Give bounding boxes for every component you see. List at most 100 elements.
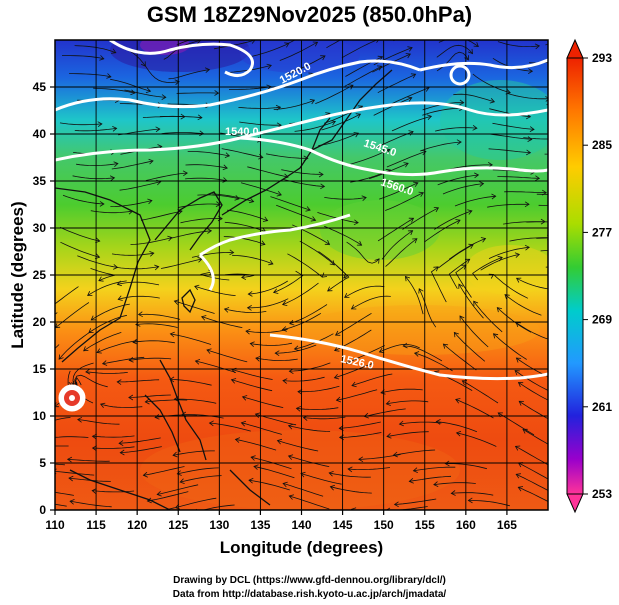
streamline-arrow [527,136,533,142]
streamline-arrow [344,293,350,298]
streamline-arrow [295,406,301,412]
streamline [386,151,427,168]
streamline [450,164,493,170]
streamline-arrow [334,330,341,336]
streamline [129,357,172,361]
streamline-arrow [132,338,138,345]
streamline-arrow [234,437,241,443]
streamline [300,473,342,485]
streamline-arrow [467,48,473,55]
streamline [55,436,89,438]
streamline-arrow [581,33,586,38]
streamline-arrow [45,307,50,311]
streamline [245,328,288,333]
streamline-arrow [345,359,352,365]
streamline-arrow [561,136,565,141]
streamline [174,300,215,314]
streamline [266,153,308,159]
streamline [144,64,180,83]
colorbar-scale [566,57,584,495]
streamline-arrow [287,423,294,430]
streamline [242,396,284,408]
streamline [201,316,243,328]
streamline-arrow [77,416,83,423]
streamline-arrow [465,258,471,264]
streamline [74,45,116,54]
streamline-arrow [348,84,354,90]
streamline [180,475,222,483]
streamline-arrow [99,402,106,409]
streamline-arrow [474,172,480,179]
streamline-arrow [169,331,175,338]
streamline-arrow [70,379,76,385]
streamline-arrow [305,206,311,212]
streamline [173,450,215,456]
streamline-arrow [526,149,532,156]
streamline [386,400,429,405]
streamline-arrow [274,350,280,357]
credit-data-source: Data from http://database.rish.kyoto-u.a… [172,589,447,600]
streamline-arrow [47,435,51,440]
streamline [394,498,437,505]
streamline [248,479,290,491]
streamline [438,40,479,47]
streamline [174,398,217,404]
streamline-arrow [177,209,183,215]
streamline-arrow [450,490,456,496]
streamline-arrow [167,235,173,242]
streamline [248,280,289,295]
streamline [303,416,346,420]
streamline [536,193,548,195]
y-tick-label: 20 [33,315,47,329]
streamline-arrow [149,251,155,257]
streamline [339,432,382,438]
streamline [250,342,293,346]
colorbar-label: 269 [592,313,612,327]
streamline [55,463,65,466]
streamline [436,44,473,58]
typhoon-low-icon [58,384,86,412]
streamline-arrow [376,65,383,71]
streamline-arrow [281,300,288,306]
streamline [386,431,429,437]
streamline [339,421,381,429]
streamline [472,257,503,281]
streamline-arrow [246,305,252,311]
streamline [399,421,442,425]
streamline [110,200,152,207]
streamline-arrow [407,96,413,102]
streamline [176,92,219,94]
streamline-arrow [268,259,274,266]
streamline-arrow [358,456,364,463]
streamline [518,462,548,480]
y-tick-label: 35 [33,174,47,188]
y-tick-label: 0 [39,503,46,517]
streamline [379,182,419,200]
streamline [488,148,531,154]
streamline-arrow [589,81,594,86]
streamline-arrow [402,342,408,349]
streamline-arrow [473,300,479,306]
streamline-arrow [324,239,331,245]
streamline [514,370,548,391]
streamline [92,490,135,493]
streamline [120,446,162,454]
streamline [238,106,281,109]
streamline-arrow [113,161,119,167]
x-tick-label: 130 [209,518,229,532]
streamline-arrow [91,445,97,452]
streamline-arrow [524,201,530,208]
x-axis-label: Longitude (degrees) [219,538,384,557]
streamline-arrow [335,396,342,403]
streamline-arrow [27,444,31,449]
streamline-arrow [534,43,541,50]
streamline-arrow [514,252,521,258]
colorbar-label: 261 [592,400,612,414]
streamline [55,417,71,421]
streamline-arrow [356,240,363,246]
streamline-arrow [586,65,591,70]
streamline-arrow [179,478,185,484]
streamline-arrow [112,126,118,132]
streamline [497,176,540,179]
